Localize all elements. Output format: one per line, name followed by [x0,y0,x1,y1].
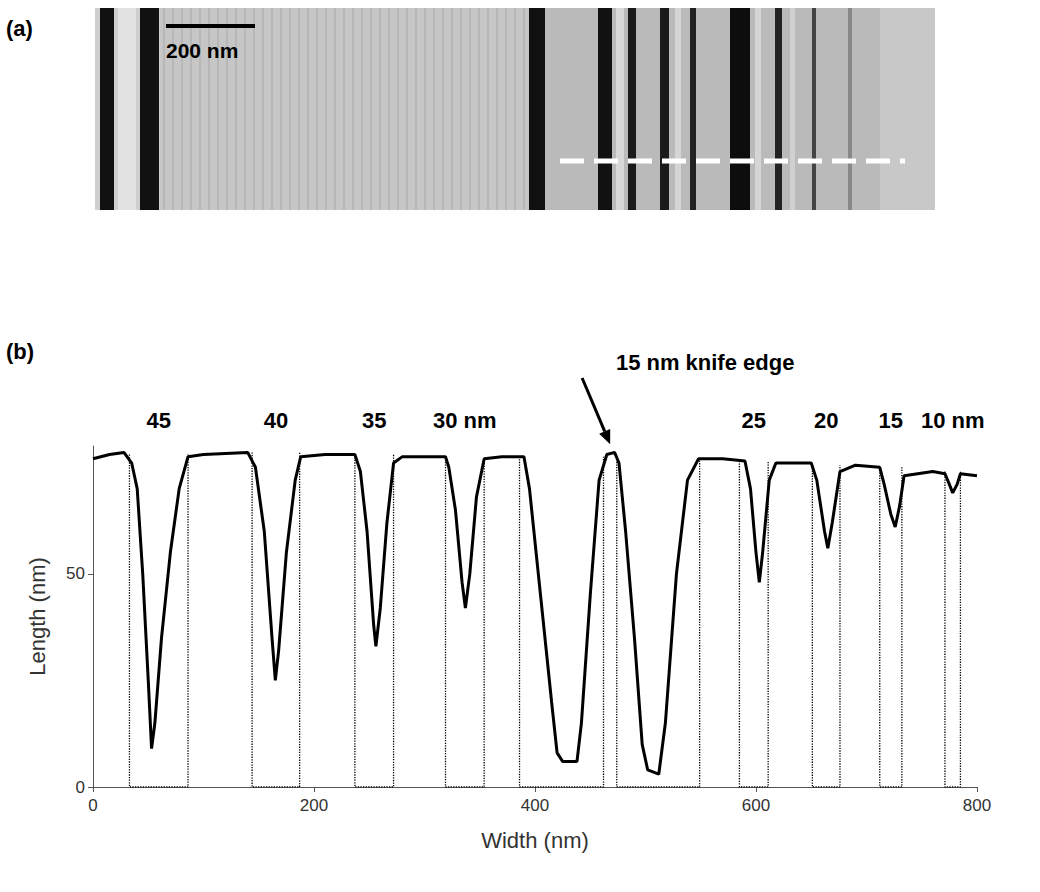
svg-text:(b): (b) [6,339,34,364]
svg-text:35: 35 [362,408,386,433]
svg-text:45: 45 [147,408,171,433]
svg-text:200 nm: 200 nm [166,39,238,62]
svg-text:600: 600 [742,796,770,815]
svg-text:0: 0 [88,796,97,815]
svg-text:0: 0 [76,778,85,797]
svg-text:50: 50 [66,564,85,583]
svg-text:200: 200 [300,796,328,815]
svg-text:800: 800 [963,796,991,815]
svg-text:10 nm: 10 nm [921,408,985,433]
svg-text:Width (nm): Width (nm) [481,828,589,853]
svg-text:400: 400 [521,796,549,815]
svg-text:25: 25 [742,408,766,433]
svg-text:(a): (a) [6,16,33,41]
svg-text:20: 20 [814,408,838,433]
svg-text:30 nm: 30 nm [433,408,497,433]
svg-text:15: 15 [879,408,903,433]
svg-text:15 nm knife edge: 15 nm knife edge [616,350,795,375]
svg-text:40: 40 [264,408,288,433]
svg-text:Length (nm): Length (nm) [25,557,50,676]
